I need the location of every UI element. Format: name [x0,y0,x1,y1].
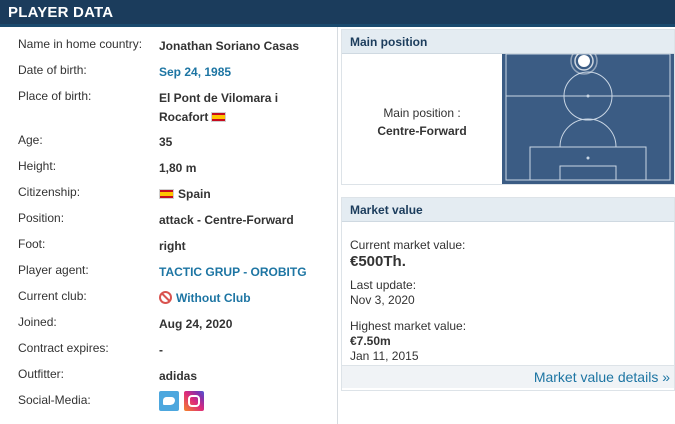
value-citizenship: Spain [159,185,329,204]
label-player-agent: Player agent: [18,263,89,277]
player-data-header: PLAYER DATA [0,0,675,27]
twitter-icon[interactable] [159,391,179,411]
position-marker [578,55,590,67]
value-foot: right [159,239,186,253]
last-update-label: Last update: [350,278,417,292]
value-contract-expires: - [159,343,163,357]
citizenship-text: Spain [178,187,211,201]
spain-flag-icon [159,189,174,199]
center-circle [563,71,613,121]
label-outfitter: Outfitter: [18,367,65,381]
value-joined: Aug 24, 2020 [159,317,233,331]
label-date-of-birth: Date of birth: [18,63,87,77]
position-marker-ring-inner [574,54,594,71]
instagram-icon[interactable] [184,391,204,411]
label-foot: Foot: [18,237,46,251]
center-spot [586,94,590,98]
spain-flag-icon [211,112,227,122]
player-data-table: Name in home country: Jonathan Soriano C… [0,27,338,424]
highest-market-value-label: Highest market value: [350,319,467,333]
position-marker-ring-outer [570,54,598,75]
highest-market-value-date: Jan 11, 2015 [350,349,419,363]
value-position: attack - Centre-Forward [159,213,294,227]
label-joined: Joined: [18,315,57,329]
market-value-footer: Market value details » [342,365,674,388]
current-market-value-label: Current market value: [350,238,466,252]
last-update-value: Nov 3, 2020 [350,293,415,307]
current-club-text: Without Club [176,291,251,305]
main-position-value: Centre-Forward [377,124,467,138]
current-market-value: €500Th. [350,253,406,270]
player-agent-link[interactable]: TACTIC GRUP - OROBITG [159,265,307,279]
market-value-box: Market value Current market value: €500T… [341,197,675,391]
label-height: Height: [18,159,57,173]
goal-area [559,165,617,181]
market-value-heading: Market value [342,198,674,222]
main-position-heading: Main position [342,30,674,54]
label-current-club: Current club: [18,289,87,303]
main-position-label: Main position : [383,106,461,120]
main-position-box: Main position Main position : Centre-For… [341,29,675,185]
penalty-spot [586,156,590,160]
label-social-media: Social-Media: [18,393,91,407]
header-title: PLAYER DATA [8,4,114,21]
label-name-home-country: Name in home country: [18,37,143,51]
current-club-link[interactable]: Without Club [159,289,329,308]
label-citizenship: Citizenship: [18,185,81,199]
value-outfitter: adidas [159,369,198,383]
pitch-diagram [502,54,674,184]
no-club-icon [159,291,172,304]
label-position: Position: [18,211,65,225]
highest-market-value: €7.50m [350,334,391,348]
value-place-of-birth: El Pont de Vilomara i Rocafort [159,89,299,127]
value-height: 1,80 m [159,161,197,175]
value-age: 35 [159,135,173,149]
label-place-of-birth: Place of birth: [18,89,92,103]
label-age: Age: [18,133,43,147]
social-media-links [159,391,329,411]
market-value-details-link[interactable]: Market value details » [533,369,670,385]
penalty-arc [559,118,617,148]
label-contract-expires: Contract expires: [18,341,109,355]
date-of-birth-link[interactable]: Sep 24, 1985 [159,65,232,79]
value-name-home-country: Jonathan Soriano Casas [159,39,300,53]
place-of-birth-text: El Pont de Vilomara i Rocafort [159,91,279,124]
